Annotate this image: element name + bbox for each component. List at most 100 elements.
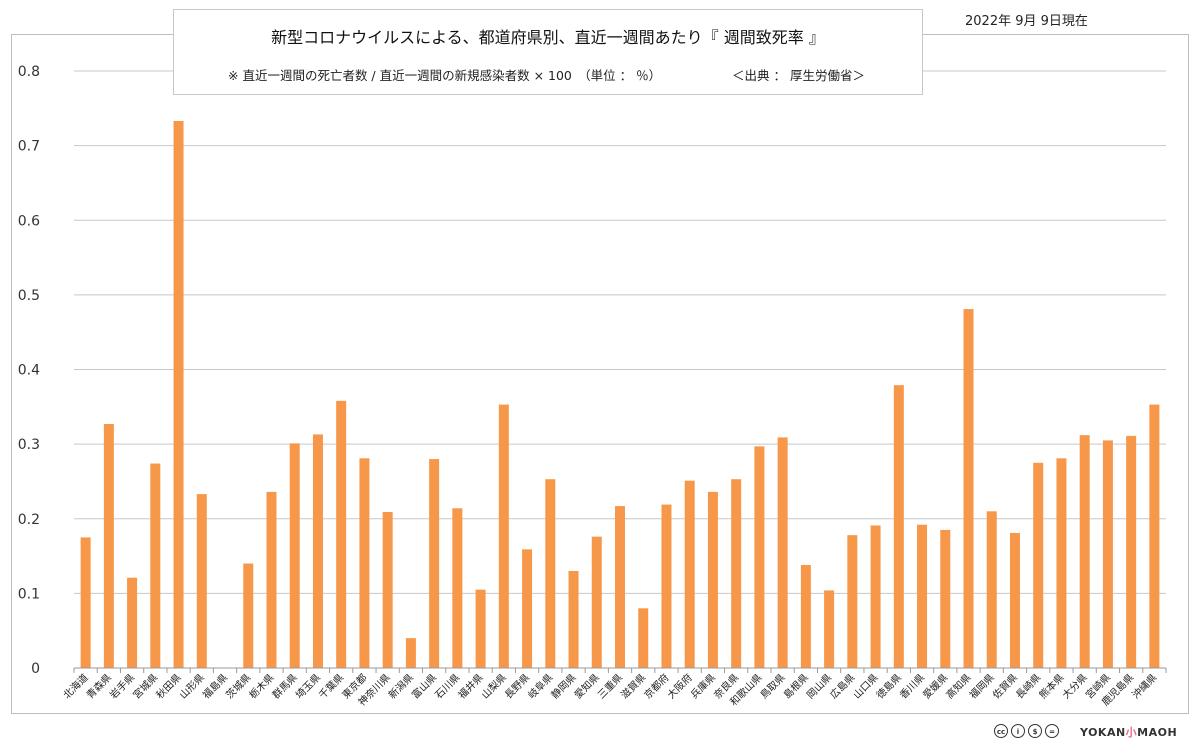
bar (359, 458, 370, 668)
bar (545, 479, 556, 668)
x-tick-label: 富山県 (409, 671, 439, 701)
cc-icon: cc (994, 724, 1008, 738)
x-tick-label: 新潟県 (386, 671, 416, 701)
x-tick-label: 千葉県 (316, 671, 346, 701)
y-tick-label: 0.7 (18, 139, 40, 155)
y-tick-label: 0.6 (18, 213, 40, 229)
bar (684, 480, 695, 668)
x-tick-label: 福島県 (200, 671, 230, 701)
bar (1056, 458, 1067, 668)
bar (591, 536, 602, 668)
bar (870, 525, 881, 668)
x-tick-label: 山梨県 (479, 671, 509, 701)
brand-right: MAOH (1137, 726, 1178, 739)
x-tick-label: 愛知県 (571, 671, 601, 701)
y-tick-label: 0.8 (18, 64, 40, 80)
y-tick-label: 0.1 (18, 586, 40, 602)
x-tick-label: 愛媛県 (920, 671, 950, 701)
chart-title: 新型コロナウイルスによる、都道府県別、直近一週間あたり『 週間致死率 』 (271, 28, 825, 47)
x-tick-label: 静岡県 (548, 671, 578, 701)
x-tick-label: 滋賀県 (618, 671, 648, 701)
bar (1079, 435, 1090, 668)
bar (382, 512, 393, 668)
bar (893, 385, 904, 668)
y-tick-label: 0 (31, 661, 40, 677)
x-tick-label: 徳島県 (874, 671, 904, 701)
bar (173, 120, 184, 668)
bar (429, 459, 440, 668)
bar (731, 479, 742, 668)
y-tick-label: 0.2 (18, 512, 40, 528)
bar (1126, 435, 1137, 668)
bar (800, 565, 811, 668)
bar (777, 437, 788, 668)
x-tick-label: 栃木県 (246, 671, 276, 701)
x-tick-label: 三重県 (595, 671, 625, 701)
bar (522, 549, 533, 668)
x-tick-label: 青森県 (84, 671, 114, 701)
x-tick-label: 宮城県 (130, 671, 160, 701)
x-tick-label: 大阪府 (664, 671, 694, 701)
bar (754, 446, 765, 668)
nd-icon: = (1045, 724, 1059, 738)
bar (312, 434, 323, 668)
bar (615, 506, 625, 668)
bar (498, 404, 509, 668)
x-tick-label: 岐阜県 (525, 671, 555, 701)
chart-note: ※ 直近一週間の死亡者数 / 直近一週間の新規感染者数 × 100 （単位 ： … (228, 68, 662, 83)
x-tick-label: 兵庫県 (688, 671, 718, 701)
as-of-date: 2022年 9月 9日現在 (965, 14, 1088, 29)
brand-left: YOKAN (1080, 726, 1126, 739)
x-tick-label: 秋田県 (153, 671, 183, 701)
x-tick-label: 長崎県 (1013, 671, 1043, 701)
by-icon: i (1011, 724, 1025, 738)
x-tick-label: 北海道 (60, 671, 90, 701)
bar (80, 537, 91, 668)
x-tick-label: 岩手県 (107, 671, 137, 701)
x-tick-label: 大分県 (1059, 671, 1089, 701)
bar (196, 494, 207, 668)
title-box: 新型コロナウイルスによる、都道府県別、直近一週間あたり『 週間致死率 』 ※ 直… (173, 9, 923, 95)
bar (289, 443, 300, 668)
x-tick-label: 埼玉県 (293, 671, 323, 701)
x-tick-label: 高知県 (943, 671, 973, 701)
x-tick-label: 鳥取県 (757, 671, 787, 701)
y-tick-label: 0.3 (18, 437, 40, 453)
y-tick-label: 0.5 (18, 288, 40, 304)
bar (917, 524, 928, 668)
x-tick-label: 佐賀県 (990, 672, 1020, 702)
bar (1033, 462, 1044, 668)
bar (243, 563, 254, 668)
x-tick-label: 広島県 (827, 671, 857, 701)
bar (940, 529, 951, 668)
brand-mid: 小 (1125, 726, 1138, 739)
bar (568, 570, 579, 668)
bar (336, 400, 347, 668)
x-tick-label: 福岡県 (966, 671, 996, 701)
x-tick-label: 茨城県 (223, 671, 253, 701)
x-tick-label: 福井県 (455, 671, 485, 701)
y-tick-label: 0.4 (18, 363, 40, 379)
bar (847, 535, 858, 668)
brand-logo: YOKAN小MAOH (1080, 724, 1177, 740)
x-tick-label: 京都府 (641, 671, 671, 701)
bar (1102, 440, 1113, 668)
x-tick-label: 熊本県 (1036, 671, 1066, 701)
x-tick-label: 長野県 (502, 672, 532, 702)
bar (475, 589, 486, 668)
bar (150, 463, 161, 668)
bar (661, 504, 672, 668)
bar (707, 491, 718, 668)
x-axis-labels: 北海道青森県岩手県宮城県秋田県山形県福島県茨城県栃木県群馬県埼玉県千葉県東京都神… (60, 671, 1159, 708)
cc-license-icons: cc i $ = (994, 722, 1059, 740)
bar (103, 423, 114, 668)
bar (1149, 404, 1160, 668)
x-tick-label: 山形県 (177, 672, 207, 702)
bar (824, 590, 835, 668)
nc-icon: $ (1028, 724, 1042, 738)
x-tick-label: 島根県 (781, 671, 811, 701)
x-tick-label: 山口県 (851, 672, 881, 702)
x-tick-label: 香川県 (897, 672, 927, 702)
y-axis-ticks: 0 0.1 0.2 0.3 0.4 0.5 0.6 0.7 0.8 (18, 64, 40, 677)
